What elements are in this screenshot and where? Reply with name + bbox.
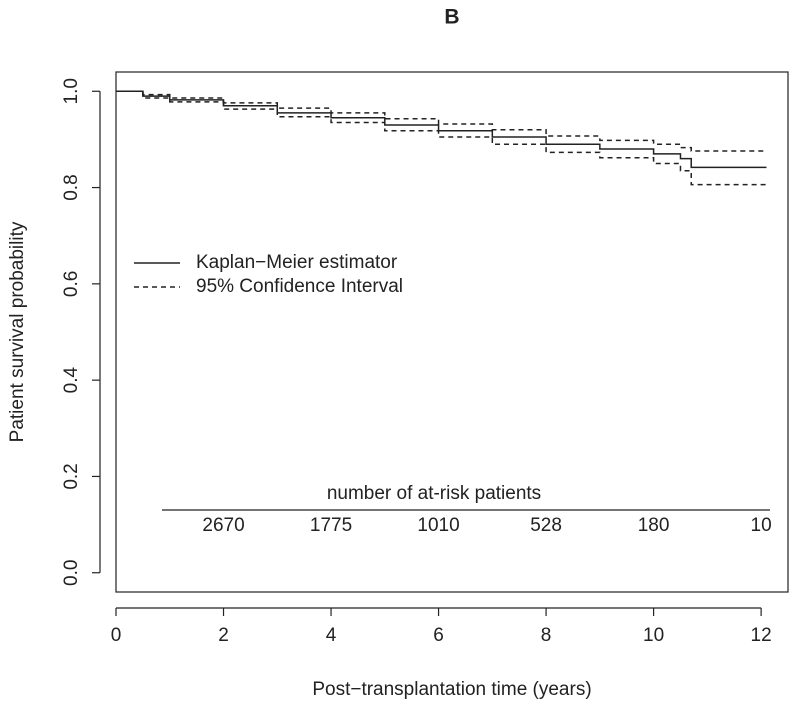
- y-tick-label: 0.2: [61, 463, 82, 489]
- legend-label: 95% Confidence Interval: [196, 276, 403, 297]
- y-tick-label: 0.4: [61, 367, 82, 394]
- at-risk-count: 180: [638, 515, 670, 536]
- x-tick-label: 0: [111, 625, 122, 646]
- y-axis-label: Patient survival probability: [7, 221, 28, 442]
- chart-title: B: [444, 6, 459, 29]
- at-risk-title: number of at-risk patients: [327, 483, 541, 504]
- at-risk-count: 2670: [202, 515, 244, 536]
- at-risk-count: 1010: [417, 515, 459, 536]
- x-tick-label: 12: [751, 625, 772, 646]
- survival-line: [116, 90, 767, 152]
- at-risk-count: 1775: [310, 515, 352, 536]
- x-tick-label: 8: [541, 625, 552, 646]
- y-tick-label: 0.0: [61, 560, 82, 586]
- x-tick-label: 4: [326, 625, 337, 646]
- at-risk-count: 10: [751, 515, 772, 536]
- x-tick-label: 6: [433, 625, 444, 646]
- plot-frame: [115, 71, 789, 593]
- y-tick-label: 0.6: [61, 271, 82, 297]
- x-tick-label: 10: [643, 625, 664, 646]
- x-tick-label: 2: [218, 625, 229, 646]
- y-tick-label: 0.8: [61, 174, 82, 200]
- survival-line: [116, 90, 767, 169]
- at-risk-count: 528: [530, 515, 562, 536]
- y-tick-label: 1.0: [61, 78, 82, 104]
- x-axis-label: Post−transplantation time (years): [312, 679, 591, 700]
- legend-label: Kaplan−Meier estimator: [196, 252, 398, 273]
- survival-line: [116, 90, 767, 186]
